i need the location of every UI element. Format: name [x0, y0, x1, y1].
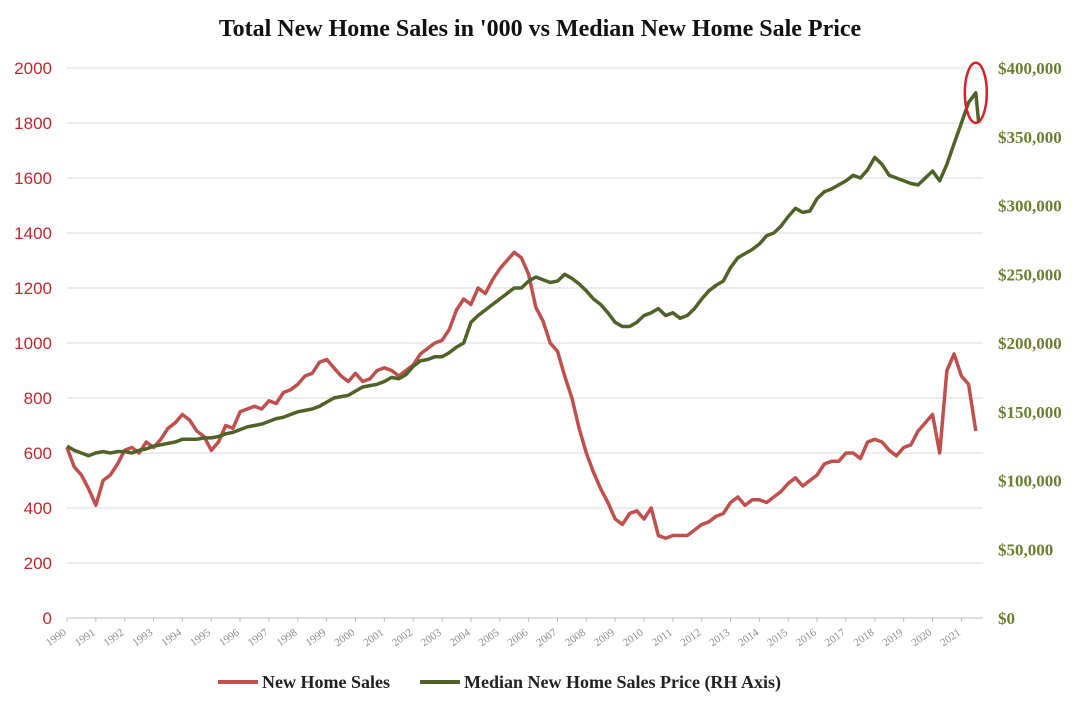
legend: New Home Sales Median New Home Sales Pri…: [218, 672, 781, 693]
series-line-median-price: [66, 91, 981, 458]
left-y-tick-label: 1400: [14, 224, 52, 243]
chart-title: Total New Home Sales in '000 vs Median N…: [219, 16, 862, 42]
legend-label-new-home-sales: New Home Sales: [262, 672, 390, 692]
x-tick-label: 1998: [275, 626, 300, 649]
left-y-axis: 0 200 400 600 800 1000 1200 1400 1600 1800 2000: [14, 59, 52, 628]
right-y-tick-label: $400,000: [998, 59, 1062, 78]
left-y-tick-label: 0: [43, 609, 52, 628]
x-tick-label: 1995: [188, 626, 213, 649]
x-tick-label: 2016: [794, 626, 819, 649]
x-tick-label: 2012: [679, 627, 704, 649]
right-y-tick-label: $200,000: [998, 334, 1062, 353]
right-y-tick-label: $350,000: [998, 128, 1062, 147]
x-tick-label: 2002: [390, 627, 415, 649]
x-tick-label: 1993: [130, 626, 155, 649]
left-y-tick-label: 1000: [14, 334, 52, 353]
x-tick-label: 2014: [736, 626, 761, 649]
right-y-axis: $0 $50,000 $100,000 $150,000 $200,000 $250,00…: [998, 59, 1062, 628]
peak-highlight-circle: [963, 61, 989, 125]
right-y-tick-label: $100,000: [998, 472, 1062, 491]
x-tick-label: 2013: [707, 626, 732, 649]
x-tick-label: 2019: [880, 626, 905, 649]
right-y-tick-label: $50,000: [998, 540, 1053, 559]
x-tick-label: 1992: [102, 627, 127, 649]
x-tick-label: 2011: [650, 627, 675, 649]
x-tick-label: 2010: [621, 626, 646, 649]
series-layer: [65, 91, 981, 541]
x-tick-label: 2007: [534, 626, 559, 649]
x-tick-label: 2018: [852, 626, 877, 649]
x-tick-label: 1991: [73, 627, 98, 649]
legend-label-median-price: Median New Home Sales Price (RH Axis): [464, 672, 781, 693]
x-tick-label: 2003: [419, 626, 444, 649]
x-tick-label: 2017: [823, 626, 848, 649]
x-tick-label: 1999: [303, 626, 328, 649]
x-tick-label: 2005: [477, 626, 502, 649]
right-y-tick-label: $250,000: [998, 265, 1062, 284]
x-tick-label: 2020: [909, 626, 934, 649]
x-tick-label: 2000: [332, 626, 357, 649]
x-tick-label: 1996: [217, 626, 242, 649]
x-tick-label: 2006: [505, 626, 530, 649]
right-y-tick-label: $150,000: [998, 403, 1062, 422]
x-tick-label: 1990: [44, 626, 69, 649]
left-y-tick-label: 1600: [14, 169, 52, 188]
x-tick-label: 2001: [361, 627, 386, 649]
x-tick-label: 2008: [563, 626, 588, 649]
x-tick-label: 1997: [246, 626, 271, 649]
grid-layer: [67, 67, 983, 619]
series-line-new-home-sales: [65, 250, 978, 541]
x-axis: 1990 1991 1992 1993 1994 1995 1996 1997 1998 1999…: [44, 617, 983, 649]
right-y-tick-label: $0: [998, 609, 1015, 628]
left-y-tick-label: 1800: [14, 114, 52, 133]
x-tick-label: 2004: [448, 626, 473, 649]
x-tick-label: 2009: [592, 626, 617, 649]
left-y-tick-label: 800: [24, 389, 52, 408]
x-tick-label: 2021: [938, 627, 963, 649]
left-y-tick-label: 600: [24, 444, 52, 463]
left-y-tick-label: 200: [24, 554, 52, 573]
left-y-tick-label: 2000: [14, 59, 52, 78]
right-y-tick-label: $300,000: [998, 197, 1062, 216]
x-tick-label: 1994: [159, 626, 184, 649]
x-tick-label: 2015: [765, 626, 790, 649]
left-y-tick-label: 400: [24, 499, 52, 518]
left-y-tick-label: 1200: [14, 279, 52, 298]
